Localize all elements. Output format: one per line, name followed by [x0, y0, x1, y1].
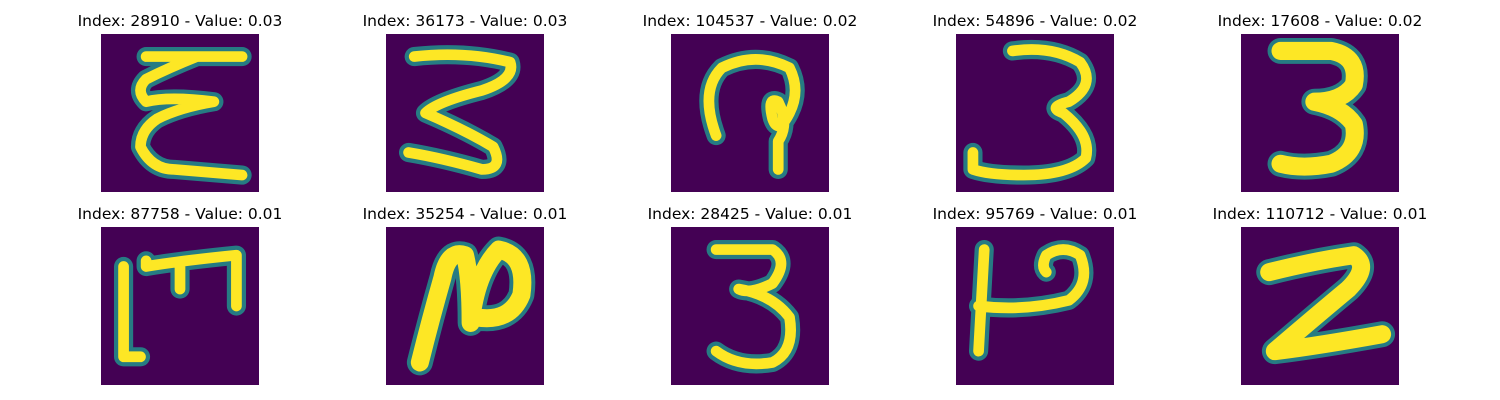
- sample-panel: Index: 87758 - Value: 0.01: [30, 202, 330, 392]
- sample-panel: Index: 28910 - Value: 0.03: [30, 9, 330, 199]
- sample-panel: Index: 36173 - Value: 0.03: [315, 9, 615, 199]
- digit-image: [956, 34, 1114, 192]
- sample-panel: Index: 28425 - Value: 0.01: [600, 202, 900, 392]
- digit-image: [671, 34, 829, 192]
- panel-title: Index: 28425 - Value: 0.01: [647, 205, 853, 223]
- panel-title: Index: 35254 - Value: 0.01: [362, 205, 568, 223]
- sample-panel: Index: 110712 - Value: 0.01: [1170, 202, 1470, 392]
- panel-title: Index: 36173 - Value: 0.03: [362, 12, 568, 30]
- digit-image: [386, 227, 544, 385]
- panel-title: Index: 104537 - Value: 0.02: [642, 12, 858, 30]
- sample-panel: Index: 17608 - Value: 0.02: [1170, 9, 1470, 199]
- digit-image: [671, 227, 829, 385]
- panel-title: Index: 87758 - Value: 0.01: [77, 205, 283, 223]
- panel-title: Index: 110712 - Value: 0.01: [1212, 205, 1428, 223]
- digit-image: [1241, 227, 1399, 385]
- panel-title: Index: 17608 - Value: 0.02: [1217, 12, 1423, 30]
- panel-title: Index: 54896 - Value: 0.02: [932, 12, 1138, 30]
- digit-image: [101, 34, 259, 192]
- sample-panel: Index: 54896 - Value: 0.02: [885, 9, 1185, 199]
- digit-image: [956, 227, 1114, 385]
- digit-image: [1241, 34, 1399, 192]
- digit-image: [101, 227, 259, 385]
- digit-image: [386, 34, 544, 192]
- panel-title: Index: 95769 - Value: 0.01: [932, 205, 1138, 223]
- panel-title: Index: 28910 - Value: 0.03: [77, 12, 283, 30]
- sample-panel: Index: 104537 - Value: 0.02: [600, 9, 900, 199]
- sample-panel: Index: 95769 - Value: 0.01: [885, 202, 1185, 392]
- sample-panel: Index: 35254 - Value: 0.01: [315, 202, 615, 392]
